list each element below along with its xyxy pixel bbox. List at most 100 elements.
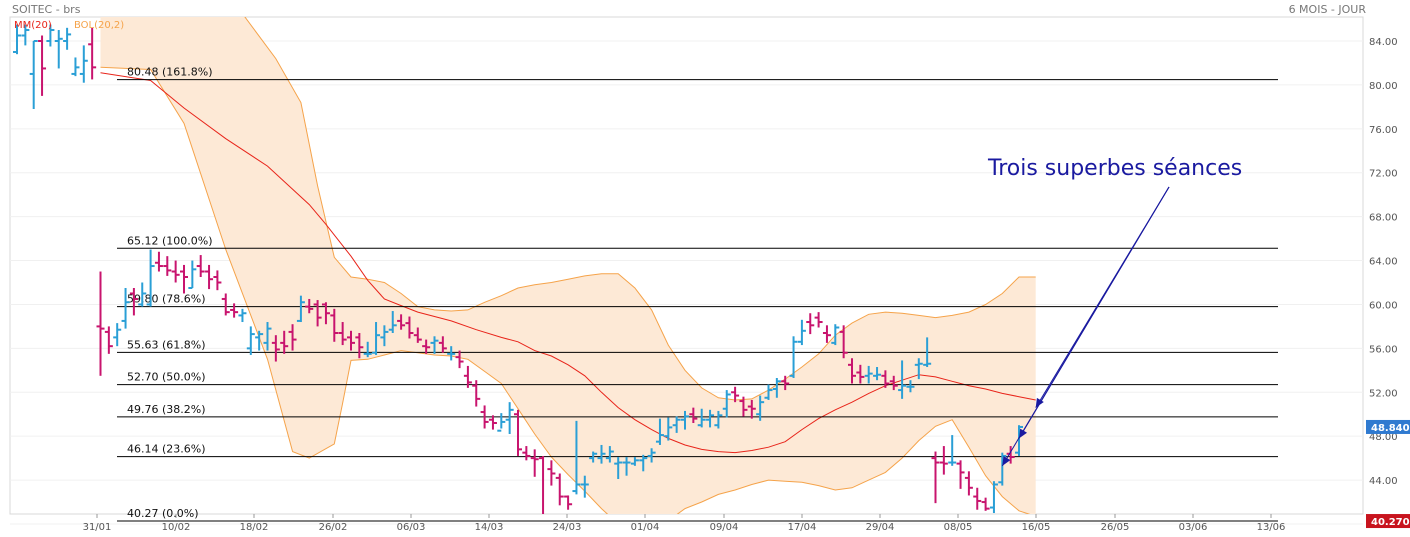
price-bar [814,312,823,328]
price-bar [514,409,522,456]
price-bar [196,255,205,278]
price-bar [589,451,598,463]
plot-frame [9,16,1364,515]
fib-label: 59.80 (78.6%) [127,293,206,306]
price-bar [422,339,431,354]
price-bar [722,390,731,418]
price-bar [305,298,314,314]
price-bar [104,326,113,354]
price-bar [856,364,865,384]
price-bar [655,418,664,445]
price-bar [154,251,163,272]
price-bar [764,384,773,400]
price-bar [238,308,247,323]
price-bar [221,293,230,316]
x-tick-label: 08/05 [944,522,973,533]
price-bar [981,497,990,511]
price-bar [171,260,180,283]
price-bar [781,375,790,391]
price-bar [246,326,255,355]
price-bar [54,30,63,69]
price-bar [564,495,573,510]
price-bar [372,322,381,355]
x-tick-label: 14/03 [475,522,504,533]
price-bar [488,415,497,430]
price-bar [572,420,581,495]
y-tick-label: 80.00 [1369,81,1398,92]
x-tick-label: 01/04 [631,522,660,533]
price-bar [263,322,272,351]
x-tick-label: 06/03 [397,522,426,533]
x-tick-label: 26/02 [319,522,348,533]
fib-label: 49.76 (38.2%) [127,403,206,416]
price-bar [121,287,130,329]
price-bar [706,409,715,428]
price-bar [597,444,606,464]
price-bar [973,487,982,510]
price-bar [505,402,514,434]
x-tick-label: 26/05 [1101,522,1130,533]
price-bar [839,325,848,359]
price-bar [13,24,21,55]
price-bar [580,475,589,498]
legend-bb: BOL(20,2) [74,20,124,31]
price-bar [964,471,973,496]
legend-ma: MM(20) [14,20,52,31]
last-price-label: 48.840 [1371,423,1410,434]
price-bar [188,260,197,289]
price-bar [772,378,781,398]
x-tick-label: 17/04 [788,522,817,533]
price-bar [530,449,539,477]
price-bar [380,325,389,347]
price-bar [789,336,798,379]
price-bar [539,455,545,514]
price-bar [363,341,372,358]
price-bar [747,399,756,419]
price-bar [681,410,689,430]
price-bar [622,457,631,476]
x-tick-label: 24/03 [553,522,582,533]
price-bar [831,324,840,346]
period-label[interactable]: 6 MOIS - JOUR [1288,3,1366,16]
price-bar [914,358,923,380]
price-bar [822,325,831,343]
price-bar [463,365,472,388]
legend: MM(20) BOL(20,2) [14,20,124,31]
grid [9,16,1364,525]
price-bar [806,313,815,335]
price-bar [138,282,147,307]
price-bar [989,481,998,514]
moving-average-line [100,72,1036,454]
price-bar [931,451,940,504]
price-bar [296,295,305,323]
fib-label: 52.70 (50.0%) [127,371,206,384]
price-bar [939,446,948,475]
y-tick-label: 52.00 [1369,388,1398,399]
x-tick-label: 10/02 [162,522,191,533]
band-upper-line [244,17,1036,401]
price-bar [79,45,88,83]
price-bar [472,380,481,407]
y-axis: 84.00 80.00 76.00 72.00 68.00 64.00 60.00 56.00… [1366,37,1410,531]
y-tick-label: 44.00 [1369,476,1398,487]
price-bar [555,473,564,506]
price-bar [797,319,806,346]
annotation-arrowhead [1002,456,1011,466]
low-price-label: 40.270 [1371,517,1410,528]
price-bar [146,249,155,307]
price-bar [347,330,355,351]
y-tick-label: 76.00 [1369,125,1398,136]
price-bar [664,417,673,441]
fib-label: 65.12 (100.0%) [127,234,213,247]
price-bar [689,407,698,424]
price-bar [881,370,890,388]
fib-label: 55.63 (61.8%) [127,338,206,351]
x-axis: 31/01 10/02 18/02 26/02 06/03 14/03 24/03 01/04… [83,514,1285,533]
price-bar [948,435,957,466]
price-bar [180,264,188,294]
price-bar [397,314,406,330]
price-bar [873,367,882,381]
fibonacci-levels: 80.48 (161.8%) 65.12 (100.0%) 59.80 (78.6%… [117,66,1278,522]
price-bar [639,454,648,472]
